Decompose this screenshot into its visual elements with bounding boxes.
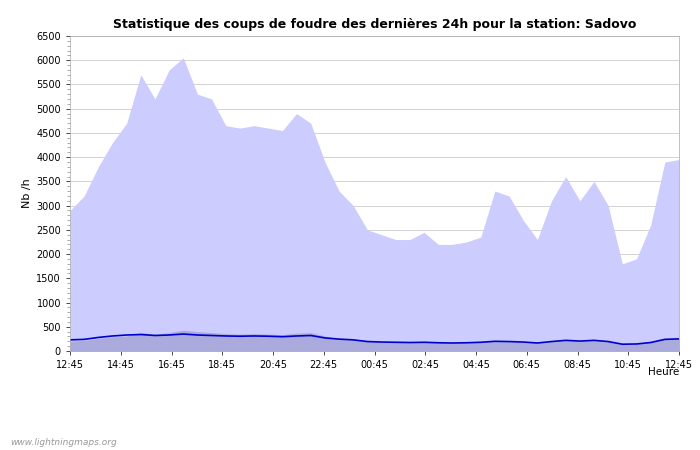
Text: www.lightningmaps.org: www.lightningmaps.org (10, 437, 118, 446)
Title: Statistique des coups de foudre des dernières 24h pour la station: Sadovo: Statistique des coups de foudre des dern… (113, 18, 636, 31)
Text: Heure: Heure (648, 367, 679, 377)
Y-axis label: Nb /h: Nb /h (22, 179, 32, 208)
